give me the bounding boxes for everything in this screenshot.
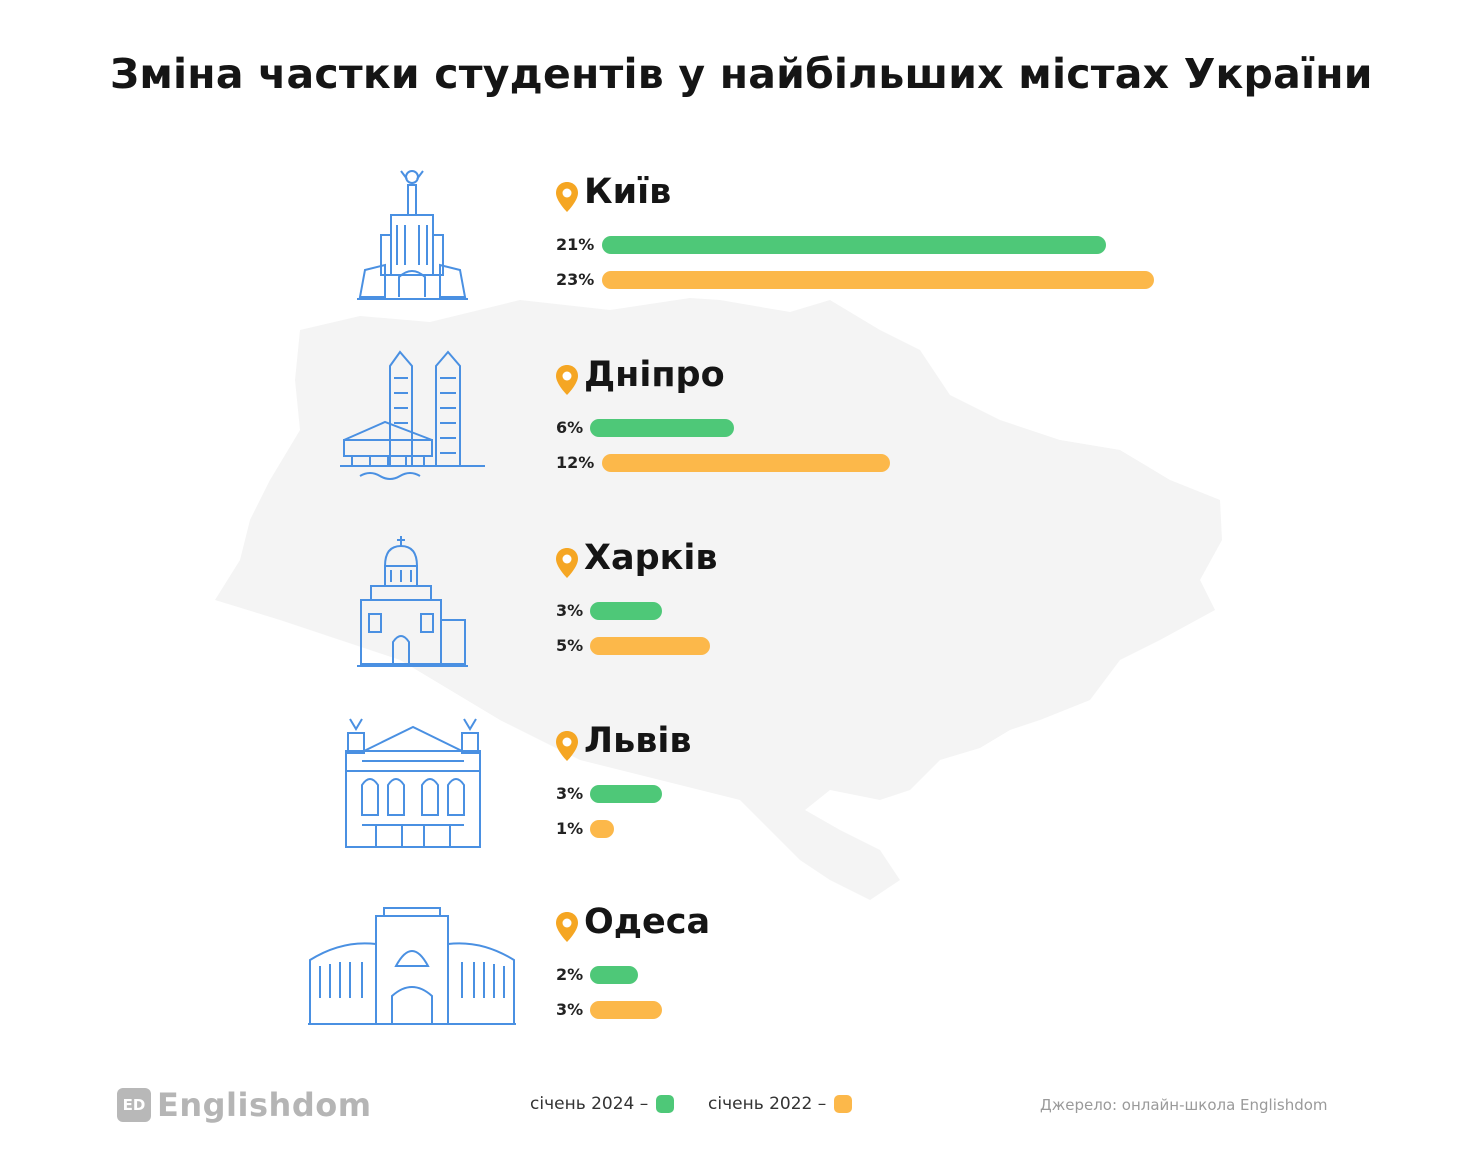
city-block-dnipro: Дніпро 6% 12%	[552, 355, 1232, 485]
location-pin-icon	[556, 912, 578, 942]
city-block-kharkiv: Харків 3% 5%	[552, 538, 1232, 668]
city-block-odesa: Одеса 2% 3%	[552, 902, 1232, 1032]
city-block-kyiv: Київ 21% 23%	[552, 172, 1232, 302]
kharkiv-cathedral-icon	[357, 536, 468, 667]
legend-label: січень 2024 –	[530, 1094, 649, 1114]
odesa-opera-icon	[308, 907, 516, 1025]
bar-label: 3%	[556, 601, 584, 620]
bar-label: 3%	[556, 784, 584, 803]
location-pin-icon	[556, 365, 578, 395]
bar-2024	[590, 419, 734, 437]
bar-2024	[602, 236, 1106, 254]
city-name: Дніпро	[584, 355, 725, 395]
bar-label: 3%	[556, 1000, 584, 1019]
dnipro-towers-icon	[340, 350, 485, 480]
bar-2022	[602, 271, 1154, 289]
city-name: Львів	[584, 721, 692, 761]
bar-label: 6%	[556, 418, 584, 437]
legend-label: січень 2022 –	[708, 1094, 827, 1114]
englishdom-logo: ED Englishdom	[117, 1086, 372, 1124]
legend-item-2024: січень 2024 –	[530, 1094, 675, 1114]
bar-label: 5%	[556, 636, 584, 655]
bar-label: 2%	[556, 965, 584, 984]
location-pin-icon	[556, 548, 578, 578]
bar-2022	[590, 637, 710, 655]
city-name: Київ	[584, 172, 672, 212]
source-note: Джерело: онлайн-школа Englishdom	[1040, 1096, 1328, 1114]
location-pin-icon	[556, 731, 578, 761]
location-pin-icon	[556, 182, 578, 212]
lviv-opera-house-icon	[345, 718, 481, 848]
city-name: Харків	[584, 538, 718, 578]
bar-label: 12%	[556, 453, 595, 472]
city-block-lviv: Львів 3% 1%	[552, 721, 1232, 851]
bar-2024	[590, 785, 662, 803]
bar-2022	[590, 1001, 662, 1019]
legend-swatch-orange	[834, 1095, 853, 1113]
city-name: Одеса	[584, 902, 711, 942]
bar-2024	[590, 602, 662, 620]
bar-2024	[590, 966, 638, 984]
bar-2022	[602, 454, 890, 472]
bar-2022	[590, 820, 614, 838]
logo-mark: ED	[117, 1088, 151, 1122]
kyiv-monument-icon	[357, 170, 468, 300]
bar-label: 1%	[556, 819, 584, 838]
legend-item-2022: січень 2022 –	[708, 1094, 853, 1114]
legend-swatch-green	[656, 1095, 675, 1113]
bar-label: 21%	[556, 235, 595, 254]
logo-text: Englishdom	[157, 1086, 372, 1124]
bar-label: 23%	[556, 270, 595, 289]
chart-title: Зміна частки студентів у найбільших міст…	[110, 50, 1373, 98]
